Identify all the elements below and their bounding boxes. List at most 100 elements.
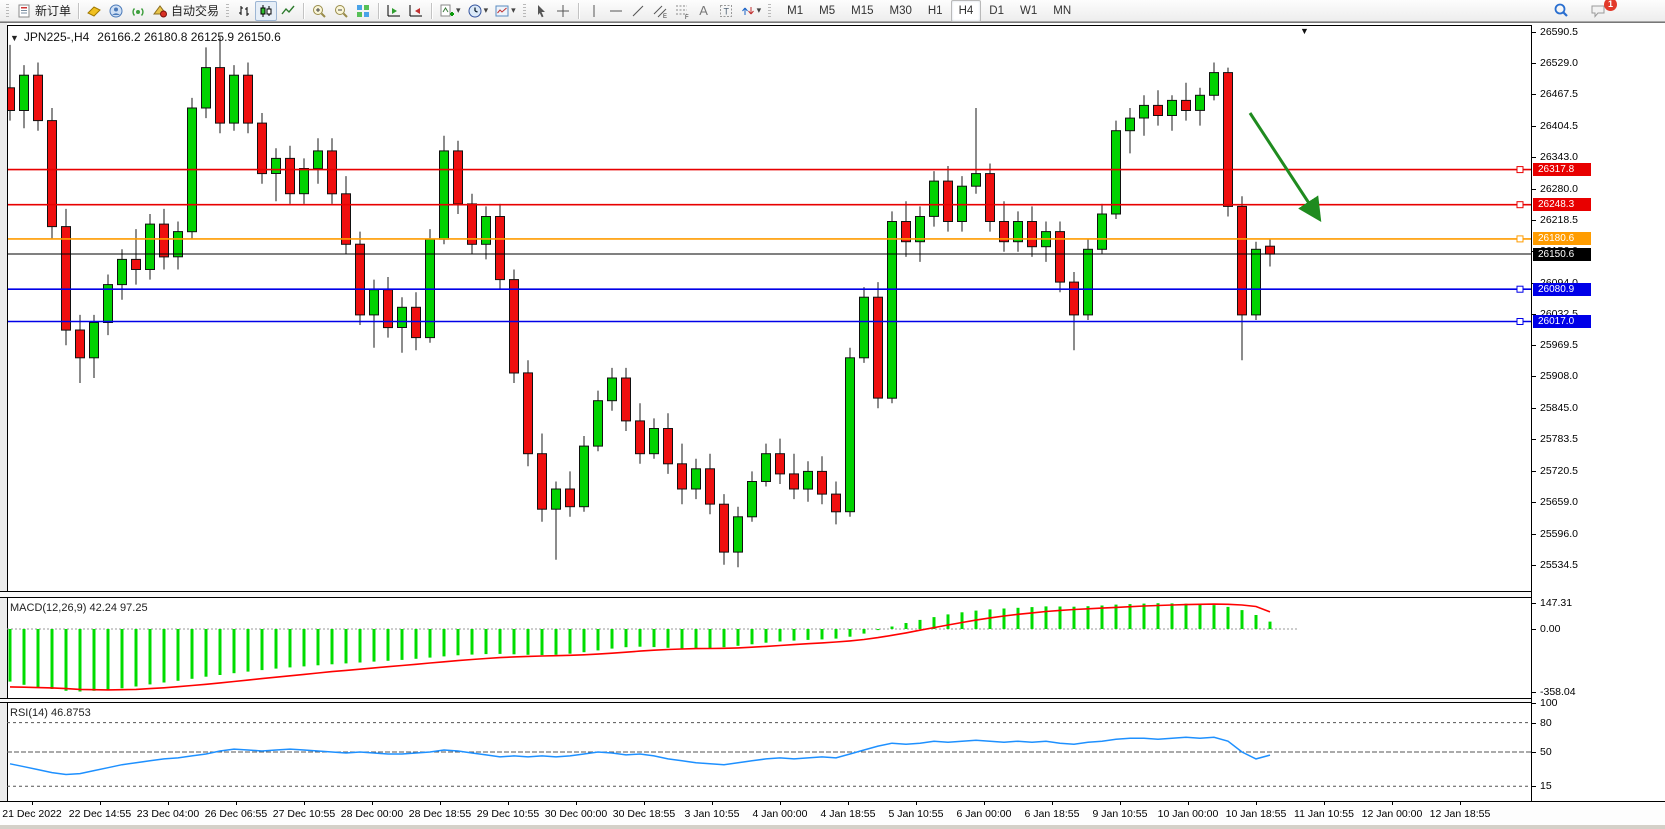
horizontal-line-tool[interactable]: [605, 1, 627, 21]
periods-button[interactable]: ▾: [464, 1, 492, 21]
candlestick-chart-button[interactable]: [255, 0, 278, 21]
candle: [89, 322, 99, 359]
equidistant-channel-tool[interactable]: E: [649, 1, 671, 21]
text-tool[interactable]: A: [693, 1, 715, 21]
collapse-triangle-icon[interactable]: ▼: [10, 33, 19, 43]
indicators-button[interactable]: ▾: [436, 1, 464, 21]
text-label-tool[interactable]: T: [715, 1, 737, 21]
market-watch-button[interactable]: [83, 1, 105, 21]
crosshair-icon: [555, 3, 571, 19]
candle: [355, 243, 365, 316]
candlestick-icon: [258, 3, 274, 19]
candle: [607, 377, 617, 402]
chart-shift-marker[interactable]: ▼: [1300, 26, 1309, 36]
candle: [285, 157, 295, 195]
time-tick: [1120, 802, 1121, 805]
chart-title: ▼ JPN225-,H4 26166.2 26180.8 26125.9 26150…: [10, 30, 281, 44]
rsi-pane-canvas[interactable]: [7, 703, 1531, 801]
auto-scroll-button[interactable]: [383, 1, 405, 21]
gold-ingot-icon: [86, 3, 102, 19]
search-button[interactable]: [1550, 1, 1573, 21]
level-anchor-handle[interactable]: [1516, 201, 1524, 209]
timeframe-H1[interactable]: H1: [927, 4, 943, 17]
signals-button[interactable]: [127, 1, 149, 21]
clock-icon: [467, 3, 483, 19]
toolbar-grip[interactable]: [768, 3, 772, 18]
candle: [145, 223, 155, 271]
timeframe-M5[interactable]: M5: [819, 4, 836, 17]
time-label: 21 Dec 2022: [2, 808, 62, 820]
price-axis[interactable]: 26590.5 26529.0 26467.5 26404.5 26343.0 26280…: [1531, 25, 1665, 801]
candle: [775, 453, 785, 475]
cursor-button[interactable]: [530, 1, 552, 21]
arrows-dropdown-caret[interactable]: ▾: [756, 5, 762, 15]
arrows-icon: [740, 3, 756, 19]
candle: [327, 150, 337, 195]
time-label: 5 Jan 10:55: [888, 808, 944, 820]
trendline-tool[interactable]: [627, 1, 649, 21]
tile-windows-icon: [355, 3, 371, 19]
pane-splitter-rsi[interactable]: [0, 698, 1665, 703]
zoom-out-button[interactable]: [330, 1, 352, 21]
level-anchor-handle[interactable]: [1516, 166, 1524, 174]
candle: [1069, 281, 1079, 316]
bar-chart-button[interactable]: [233, 1, 255, 21]
trend-arrow-annotation[interactable]: [1248, 112, 1322, 223]
tile-windows-button[interactable]: [352, 1, 374, 21]
rsi-axis-label: 50: [1532, 746, 1552, 758]
indicators-dropdown-caret[interactable]: ▾: [456, 5, 461, 15]
chart-window[interactable]: ▼ JPN225-,H4 26166.2 26180.8 26125.9 26150…: [0, 22, 1665, 825]
candle: [1195, 94, 1205, 111]
candle: [1055, 231, 1065, 283]
timeframe-M30[interactable]: M30: [889, 4, 912, 17]
timeframe-D1[interactable]: D1: [989, 4, 1004, 17]
timeframe-M15[interactable]: M15: [851, 4, 874, 17]
crosshair-button[interactable]: [552, 1, 574, 21]
candle: [971, 173, 981, 187]
time-axis[interactable]: 21 Dec 2022 22 Dec 14:55 23 Dec 04:00 26 De…: [0, 801, 1665, 825]
candle: [7, 87, 15, 111]
accounts-button[interactable]: [105, 1, 127, 21]
arrows-tool[interactable]: ▾: [737, 1, 765, 21]
autotrading-button[interactable]: 自动交易: [149, 1, 222, 21]
macd-pane-canvas[interactable]: [7, 598, 1531, 698]
candle: [817, 470, 827, 495]
new-order-button[interactable]: 新订单: [13, 1, 74, 21]
chart-shift-button[interactable]: [405, 1, 427, 21]
price-tag-26248.3: 26248.3: [1533, 198, 1591, 211]
candle: [243, 74, 253, 124]
toolbar-grip[interactable]: [522, 3, 526, 18]
time-tick: [440, 802, 441, 805]
toolbar-grip[interactable]: [6, 3, 9, 18]
time-label: 4 Jan 18:55: [820, 808, 876, 820]
time-label: 9 Jan 10:55: [1092, 808, 1148, 820]
fibonacci-tool[interactable]: F: [671, 1, 693, 21]
pane-splitter-macd[interactable]: [0, 591, 1665, 598]
timeframe-H4[interactable]: H4: [950, 0, 982, 22]
candle: [537, 453, 547, 510]
candle: [887, 221, 897, 399]
level-anchor-handle[interactable]: [1516, 318, 1524, 325]
timeframe-M1[interactable]: M1: [787, 4, 804, 17]
time-label: 28 Dec 18:55: [408, 808, 472, 820]
timeframe-W1[interactable]: W1: [1019, 4, 1038, 17]
text-tool-icon: A: [699, 3, 708, 18]
price-tick: 26467.5: [1532, 88, 1578, 100]
zoom-in-button[interactable]: [308, 1, 330, 21]
main-chart-canvas[interactable]: [7, 25, 1531, 591]
periods-dropdown-caret[interactable]: ▾: [483, 5, 489, 15]
vertical-line-tool[interactable]: [583, 1, 605, 21]
templates-button[interactable]: ▾: [491, 1, 519, 21]
timeframe-MN[interactable]: MN: [1053, 4, 1072, 17]
candle: [397, 306, 407, 328]
level-anchor-handle[interactable]: [1516, 285, 1524, 293]
toolbar-grip[interactable]: [226, 3, 230, 18]
level-anchor-handle[interactable]: [1516, 235, 1524, 243]
time-tick: [1052, 802, 1053, 805]
line-chart-button[interactable]: [277, 1, 299, 21]
candle: [33, 74, 43, 122]
templates-dropdown-caret[interactable]: ▾: [511, 5, 516, 15]
time-label: 23 Dec 04:00: [136, 808, 200, 820]
candle: [341, 193, 351, 245]
notifications-button[interactable]: 1: [1587, 0, 1617, 21]
